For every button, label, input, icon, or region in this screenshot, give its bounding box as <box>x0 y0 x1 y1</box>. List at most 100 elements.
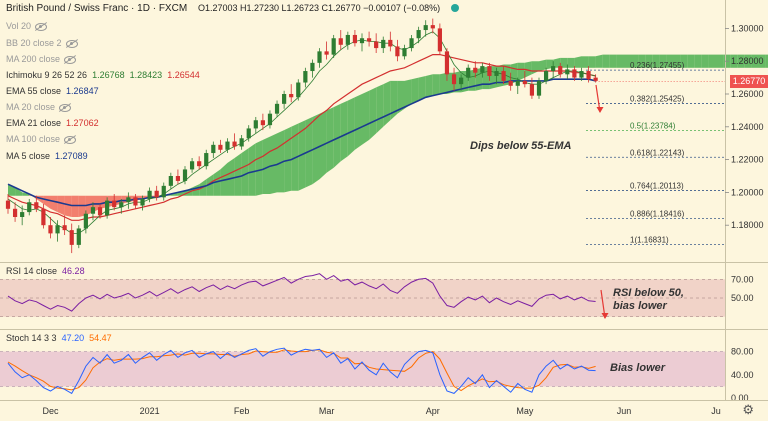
hidden-eye-icon[interactable] <box>59 103 72 112</box>
legend-vol[interactable]: Vol 20 <box>6 21 48 31</box>
ichimoku-cloud-segment <box>631 54 639 68</box>
main-price-pane: 0.236(1.27455) 0.382(1.25425) 0.5(1.23784)… <box>5 18 768 254</box>
candle-body <box>197 161 202 167</box>
legend-ema21[interactable]: EMA 21 close 1.27062 <box>6 118 99 128</box>
ema21-line <box>7 54 596 221</box>
ichimoku-cloud-segment <box>701 54 709 68</box>
ichimoku-cloud-segment <box>277 130 285 193</box>
candle-body <box>558 66 563 75</box>
ichimoku-cloud-segment <box>616 54 624 68</box>
fib-level-label: 0.618(1.22143) <box>630 148 685 157</box>
candle-body <box>168 176 173 186</box>
ichimoku-cloud-segment <box>539 59 547 71</box>
ichimoku-cloud-segment <box>57 195 65 216</box>
time-tick-label: May <box>516 406 534 416</box>
chart-header: British Pound / Swiss Franc · 1D · FXCM … <box>6 3 459 14</box>
fib-level-label: 1(1.16831) <box>630 235 669 244</box>
candle-body <box>551 66 556 72</box>
ichimoku-cloud-segment <box>22 192 30 196</box>
ichimoku-cloud-segment <box>659 54 667 68</box>
legend-vol-label: Vol 20 <box>6 21 32 31</box>
ichimoku-cloud-segment <box>652 54 660 68</box>
ichimoku-cloud-segment <box>340 100 348 162</box>
fib-level-label: 0.5(1.23784) <box>630 121 676 130</box>
legend-ichimoku-label: Ichimoku 9 26 52 26 <box>6 70 88 80</box>
legend-ema21-label: EMA 21 close <box>6 118 62 128</box>
legend-rsi[interactable]: RSI 14 close 46.28 <box>6 266 85 276</box>
hidden-eye-icon[interactable] <box>35 22 48 31</box>
rsi-tick-label: 50.00 <box>731 293 754 303</box>
candle-body <box>97 207 103 216</box>
fib-level-label: 0.886(1.18416) <box>630 209 685 218</box>
ichimoku-cloud-segment <box>439 72 447 94</box>
candle-body <box>543 71 549 81</box>
price-tick-label: 1.18000 <box>731 220 764 230</box>
symbol-title[interactable]: British Pound / Swiss Franc · 1D · FXCM <box>6 3 188 14</box>
ichimoku-cloud-segment <box>15 187 23 196</box>
candle-body <box>593 77 598 81</box>
candle-body <box>430 25 435 29</box>
ichimoku-cloud-segment <box>241 148 249 196</box>
legend-ma100[interactable]: MA 100 close <box>6 134 77 144</box>
candle-body <box>83 213 88 229</box>
candle-body <box>409 38 414 49</box>
ichimoku-cloud-segment <box>354 94 362 150</box>
annotation-rsi-line2: bias lower <box>613 300 667 312</box>
hidden-eye-icon[interactable] <box>64 55 77 64</box>
legend-ema55[interactable]: EMA 55 close 1.26847 <box>6 86 99 96</box>
legend-ema55-value: 1.26847 <box>66 86 99 96</box>
ichimoku-cloud-segment <box>383 80 391 127</box>
candle-body <box>487 66 492 76</box>
fib-level-label: 0.236(1.27455) <box>630 61 685 70</box>
candle-body <box>232 141 237 147</box>
legend-ma20[interactable]: MA 20 close <box>6 102 72 112</box>
legend-ma5[interactable]: MA 5 close 1.27089 <box>6 151 88 161</box>
candle-body <box>423 25 428 31</box>
legend-ma200[interactable]: MA 200 close <box>6 54 77 64</box>
ichimoku-cloud-segment <box>425 74 433 98</box>
price-axis[interactable]: 1.30000 1.28000 1.26000 1.24000 1.22000 1.200… <box>725 23 764 230</box>
candle-body <box>402 48 407 57</box>
ichimoku-cloud-segment <box>326 107 334 173</box>
candle-body <box>204 153 209 167</box>
candle-body <box>133 197 138 206</box>
ohlc-readout: O1.27003 H1.27230 L1.26723 C1.26770 −0.0… <box>197 3 441 13</box>
candle-body <box>338 38 343 45</box>
ichimoku-cloud-segment <box>560 57 568 68</box>
candle-body <box>112 200 117 208</box>
candle-body <box>55 225 60 234</box>
candle-body <box>366 38 372 42</box>
candle-body <box>189 161 195 170</box>
candle-body <box>260 120 265 126</box>
candle-body <box>310 62 315 72</box>
ichimoku-cloud-segment <box>496 64 504 88</box>
time-axis[interactable]: Dec 2021 Feb Mar Apr May Jun Ju <box>42 406 720 416</box>
hidden-eye-icon[interactable] <box>65 39 78 48</box>
candle-body <box>444 51 450 75</box>
candle-body <box>324 51 329 55</box>
ichimoku-cloud-segment <box>71 195 79 217</box>
ichimoku-cloud-segment <box>50 195 58 213</box>
ichimoku-cloud-segment <box>553 57 561 68</box>
candle-body <box>175 176 181 181</box>
legend-ichimoku[interactable]: Ichimoku 9 26 52 26 1.26768 1.28423 1.26… <box>6 70 200 80</box>
candle-body <box>494 71 499 76</box>
ichimoku-cloud-segment <box>376 84 384 134</box>
rsi-tick-label: 70.00 <box>731 274 754 284</box>
legend-bb[interactable]: BB 20 close 2 <box>6 38 78 48</box>
legend-ema55-label: EMA 55 close <box>6 86 62 96</box>
settings-gear-icon[interactable]: ⚙ <box>742 402 754 417</box>
hidden-eye-icon[interactable] <box>64 135 77 144</box>
annotation-ema: Dips below 55-EMA <box>470 140 572 152</box>
legend-stoch-label: Stoch 14 3 3 <box>6 333 57 343</box>
legend-ichimoku-v2: 1.28423 <box>129 70 163 80</box>
ichimoku-cloud-segment <box>730 54 738 68</box>
ichimoku-cloud-segment <box>758 54 766 68</box>
ichimoku-cloud-segment <box>716 54 724 68</box>
ichimoku-cloud-segment <box>645 54 653 68</box>
candle-body <box>579 71 584 78</box>
candle-body <box>381 39 386 49</box>
legend-stoch[interactable]: Stoch 14 3 3 47.20 54.47 <box>6 333 112 343</box>
ichimoku-cloud-segment <box>255 139 263 196</box>
